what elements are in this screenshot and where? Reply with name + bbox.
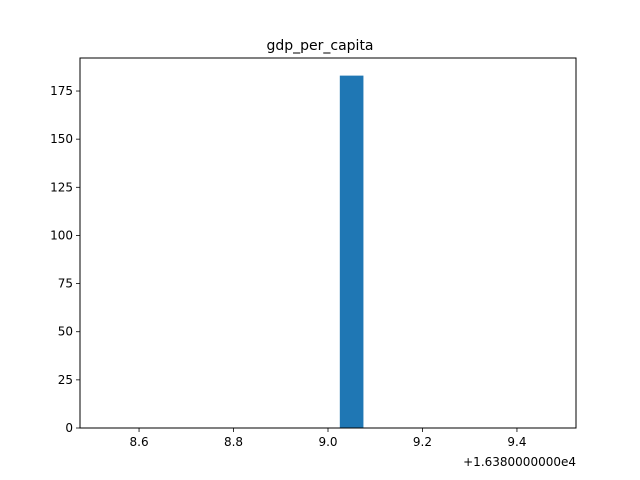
x-tick-label: 9.2 [413, 435, 432, 449]
x-tick-label: 8.6 [130, 435, 149, 449]
y-axis-ticks: 0 25 50 75 100 125 150 175 [50, 84, 80, 435]
x-tick-label: 9.0 [318, 435, 337, 449]
y-tick-label: 50 [58, 325, 73, 339]
histogram-bar-0 [339, 75, 364, 428]
x-tick-label: 8.8 [224, 435, 243, 449]
x-axis-ticks: 8.6 8.8 9.0 9.2 9.4 [130, 428, 526, 449]
x-axis-offset-label: +1.6380000000e4 [463, 455, 576, 469]
y-tick-label: 125 [50, 180, 73, 194]
y-tick-label: 100 [50, 228, 73, 242]
y-tick-label: 75 [58, 277, 73, 291]
chart-title: gdp_per_capita [266, 38, 373, 54]
y-tick-label: 0 [65, 421, 73, 435]
x-tick-label: 9.4 [507, 435, 526, 449]
y-tick-label: 150 [50, 132, 73, 146]
bars-layer [339, 75, 364, 428]
y-tick-label: 175 [50, 84, 73, 98]
y-tick-label: 25 [58, 373, 73, 387]
plot-frame [79, 57, 577, 429]
